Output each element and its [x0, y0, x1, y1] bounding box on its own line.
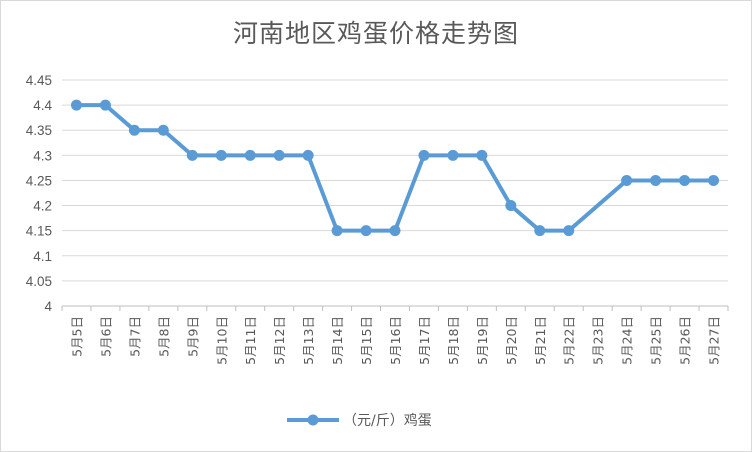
x-tick-label: 5月14日	[330, 316, 345, 365]
axes	[61, 305, 729, 311]
x-tick-label: 5月8日	[156, 316, 171, 357]
x-tick-label: 5月22日	[562, 316, 577, 365]
x-tick-label: 5月26日	[678, 316, 693, 365]
y-tick-label: 4.3	[33, 148, 52, 163]
y-tick-label: 4.45	[26, 73, 52, 88]
x-tick-label: 5月12日	[272, 316, 287, 365]
x-tick-label: 5月13日	[301, 316, 316, 365]
data-point	[418, 149, 430, 161]
data-point	[331, 225, 343, 237]
data-point	[157, 124, 169, 136]
x-tick-label: 5月7日	[127, 316, 142, 357]
legend-marker-swatch	[307, 414, 319, 426]
data-point	[563, 225, 575, 237]
x-tick-label: 5月24日	[620, 316, 635, 365]
data-point	[302, 149, 314, 161]
y-tick-label: 4.25	[26, 173, 52, 188]
data-point	[215, 149, 227, 161]
x-tick-label: 5月15日	[359, 316, 374, 365]
series-line	[76, 103, 714, 233]
x-tick-label: 5月17日	[417, 316, 432, 365]
x-tick-label: 5月10日	[214, 316, 229, 365]
legend-entry-label: （元/斤）鸡蛋	[343, 412, 432, 429]
y-tick-label: 4	[44, 299, 52, 314]
data-point	[447, 149, 459, 161]
chart-title: 河南地区鸡蛋价格走势图	[232, 19, 519, 48]
x-tick-label: 5月11日	[243, 316, 258, 365]
data-point	[360, 225, 372, 237]
y-tick-label: 4.1	[33, 249, 52, 264]
data-point	[99, 99, 111, 111]
x-tick-label: 5月16日	[388, 316, 403, 365]
x-tick-label: 5月6日	[98, 316, 113, 357]
data-point	[476, 149, 488, 161]
y-tick-label: 4.4	[33, 98, 52, 113]
series-layer	[70, 99, 720, 237]
x-tick-label: 5月21日	[533, 316, 548, 365]
x-tick-label: 5月9日	[185, 316, 200, 357]
data-point	[128, 124, 140, 136]
data-point	[679, 174, 691, 186]
data-point	[244, 149, 256, 161]
data-point	[708, 174, 720, 186]
data-point	[621, 174, 633, 186]
data-point	[389, 225, 401, 237]
x-tick-label: 5月23日	[591, 316, 606, 365]
y-tick-label: 4.35	[26, 123, 52, 138]
y-axis-ticks: 4 4.05 4.1 4.15 4.2 4.25 4.3 4.35 4.4 4.45	[26, 73, 53, 314]
y-tick-label: 4.15	[26, 224, 52, 239]
data-point	[70, 99, 82, 111]
legend: （元/斤）鸡蛋	[287, 412, 432, 429]
data-point	[505, 200, 517, 212]
x-tick-label: 5月25日	[649, 316, 664, 365]
x-tick-label: 5月18日	[446, 316, 461, 365]
x-axis-ticks: 5月5日 5月6日 5月7日 5月8日 5月9日 5月10日 5月11日 5月12日 5月13日…	[69, 316, 721, 365]
y-tick-label: 4.05	[26, 274, 52, 289]
x-tick-label: 5月19日	[475, 316, 490, 365]
data-point	[186, 149, 198, 161]
y-tick-label: 4.2	[33, 199, 52, 214]
data-point	[650, 174, 662, 186]
x-tick-label: 5月5日	[69, 316, 84, 357]
data-point	[273, 149, 285, 161]
x-tick-label: 5月20日	[504, 316, 519, 365]
x-tick-label: 5月27日	[707, 316, 722, 365]
data-point	[534, 225, 546, 237]
